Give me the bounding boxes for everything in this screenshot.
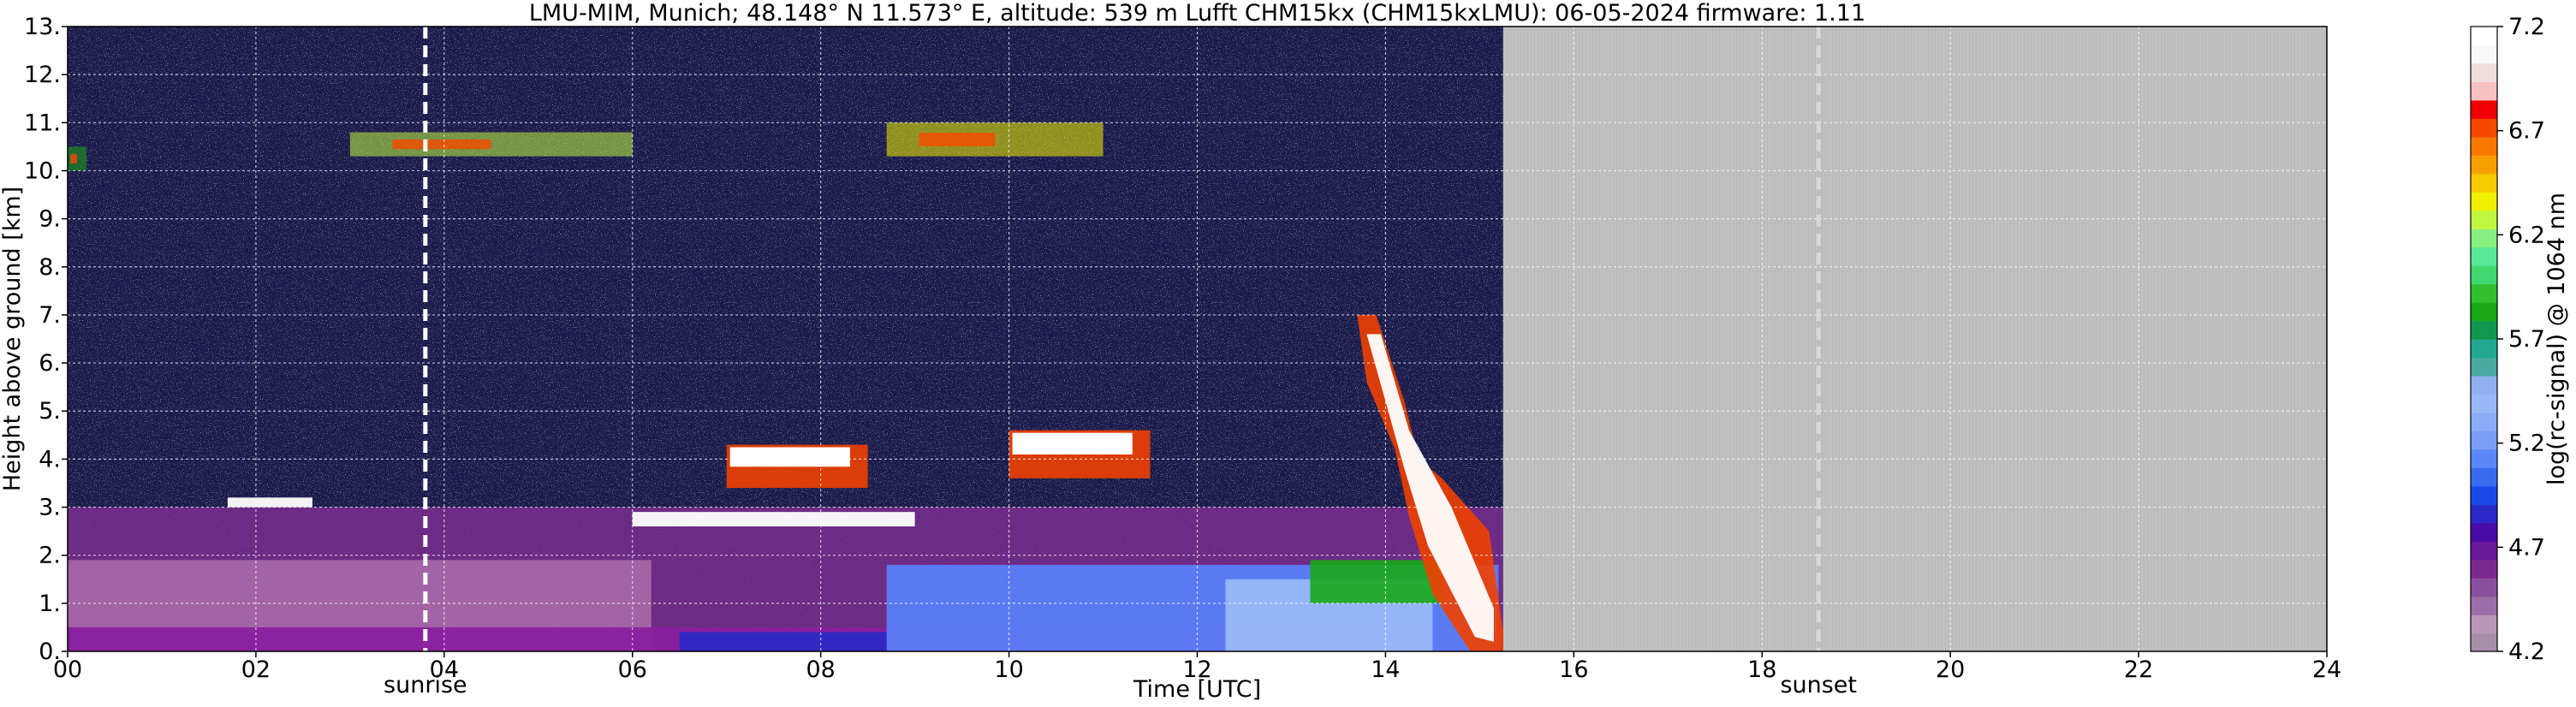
colorbar-segment bbox=[2471, 136, 2497, 156]
no-data-region bbox=[1502, 27, 2327, 651]
colorbar-segment bbox=[2471, 265, 2497, 285]
marker-label-sunset: sunset bbox=[1780, 672, 1857, 698]
colorbar-segment bbox=[2471, 449, 2497, 468]
colorbar-segment bbox=[2471, 320, 2497, 340]
y-tick-label: 10. bbox=[24, 157, 61, 184]
y-axis-ticks: 0. 1. 2. 3. 4. 5. 6. 7. 8. 9. 10. 11. 12. 13. bbox=[24, 14, 68, 665]
y-tick-label: 7. bbox=[39, 302, 61, 329]
grid-lines bbox=[68, 27, 2327, 651]
colorbar-tick-label: 5.7 bbox=[2508, 326, 2545, 353]
colorbar-segment bbox=[2471, 339, 2497, 359]
colorbar-tick-label: 5.2 bbox=[2508, 431, 2545, 457]
colorbar-tick-label: 7.2 bbox=[2508, 14, 2545, 40]
x-tick-label: 22 bbox=[2124, 656, 2153, 683]
colorbar-segment bbox=[2471, 504, 2497, 524]
feature-4 bbox=[1008, 430, 1151, 478]
sun-markers bbox=[423, 27, 1821, 651]
sun-marker-labels: sunrise sunset bbox=[384, 672, 1857, 698]
colorbar-segment bbox=[2471, 485, 2497, 505]
colorbar-segment bbox=[2471, 81, 2497, 101]
colorbar-segment bbox=[2471, 192, 2497, 211]
x-tick-label: 14 bbox=[1371, 656, 1400, 683]
feature-5 bbox=[68, 146, 86, 171]
colorbar-segment bbox=[2471, 578, 2497, 597]
colorbar-segment bbox=[2471, 173, 2497, 193]
colorbar-tick-label: 4.7 bbox=[2508, 534, 2545, 561]
colorbar-segment bbox=[2471, 210, 2497, 229]
y-tick-label: 12. bbox=[24, 62, 61, 88]
colorbar-ticks: 4.2 4.7 5.2 5.7 6.2 6.7 7.2 bbox=[2497, 14, 2545, 665]
y-tick-label: 6. bbox=[39, 350, 61, 377]
y-tick-label: 8. bbox=[39, 254, 61, 281]
y-tick-label: 13. bbox=[24, 14, 61, 40]
y-axis-label: Height above ground [km] bbox=[0, 187, 26, 491]
x-tick-label: 08 bbox=[806, 656, 835, 683]
y-tick-label: 0. bbox=[39, 639, 61, 665]
y-tick-label: 3. bbox=[39, 495, 61, 521]
colorbar-segment bbox=[2471, 394, 2497, 413]
feature-3 bbox=[726, 444, 868, 489]
colorbar-segment bbox=[2471, 431, 2497, 450]
colorbar-segment bbox=[2471, 155, 2497, 175]
colorbar-segment bbox=[2471, 633, 2497, 652]
x-axis-ticks: 00 02 04 06 08 10 12 14 16 18 20 22 24 bbox=[53, 651, 2341, 683]
feature-7 bbox=[886, 122, 1104, 157]
colorbar-segment bbox=[2471, 596, 2497, 615]
feature-1 bbox=[679, 560, 1499, 651]
x-tick-label: 24 bbox=[2312, 656, 2341, 683]
colorbar-segment bbox=[2471, 541, 2497, 561]
x-tick-label: 20 bbox=[1936, 656, 1965, 683]
y-tick-label: 4. bbox=[39, 446, 61, 472]
colorbar-segment bbox=[2471, 45, 2497, 64]
colorbar-tick-label: 6.2 bbox=[2508, 222, 2545, 248]
colorbar-segment bbox=[2471, 302, 2497, 322]
colorbar-segment bbox=[2471, 467, 2497, 487]
chart-title: LMU-MIM, Munich; 48.148° N 11.573° E, al… bbox=[529, 0, 1865, 27]
colorbar-segment bbox=[2471, 229, 2497, 248]
x-tick-label: 12 bbox=[1182, 656, 1211, 683]
backscatter-features bbox=[68, 122, 1503, 651]
colorbar-segment bbox=[2471, 27, 2497, 46]
marker-label-sunrise: sunrise bbox=[384, 672, 467, 698]
y-tick-label: 9. bbox=[39, 206, 61, 233]
x-tick-label: 18 bbox=[1747, 656, 1776, 683]
x-tick-label: 02 bbox=[241, 656, 271, 683]
feature-6 bbox=[349, 132, 633, 157]
colorbar-segment bbox=[2471, 247, 2497, 266]
colorbar-segment bbox=[2471, 615, 2497, 634]
y-tick-label: 11. bbox=[24, 110, 61, 136]
colorbar-segment bbox=[2471, 559, 2497, 579]
colorbar-segment bbox=[2471, 357, 2497, 377]
plot-area bbox=[67, 26, 2328, 652]
colorbar-label: log(rc-signal) @ 1064 nm bbox=[2543, 193, 2570, 485]
colorbar-segment bbox=[2471, 62, 2497, 83]
colorbar-segment bbox=[2471, 99, 2497, 119]
colorbar-segment bbox=[2471, 283, 2497, 303]
colorbar bbox=[2470, 26, 2498, 652]
x-tick-label: 16 bbox=[1559, 656, 1588, 683]
y-tick-label: 1. bbox=[39, 591, 61, 617]
x-tick-label: 10 bbox=[994, 656, 1023, 683]
y-tick-label: 2. bbox=[39, 543, 61, 569]
x-tick-label: 04 bbox=[430, 656, 459, 683]
y-tick-label: 5. bbox=[39, 398, 61, 425]
colorbar-segment bbox=[2471, 375, 2497, 395]
x-tick-label: 00 bbox=[53, 656, 82, 683]
x-axis-label: Time [UTC] bbox=[1133, 676, 1261, 703]
colorbar-segment bbox=[2471, 412, 2497, 431]
colorbar-tick-label: 6.7 bbox=[2508, 118, 2545, 145]
feature-9 bbox=[632, 512, 915, 526]
feature-2 bbox=[227, 497, 312, 508]
x-tick-label: 06 bbox=[618, 656, 647, 683]
colorbar-tick-label: 4.2 bbox=[2508, 639, 2545, 665]
colorbar-segment bbox=[2471, 118, 2497, 138]
colorbar-segment bbox=[2471, 522, 2497, 542]
